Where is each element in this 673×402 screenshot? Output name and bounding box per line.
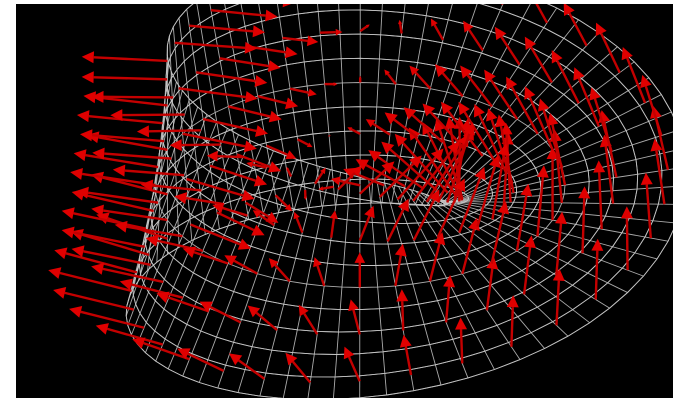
- arrow-shaft: [182, 145, 221, 146]
- page: {} html, body { margin: 0; padding: 0; b…: [0, 0, 673, 402]
- arrow-shaft: [400, 24, 402, 34]
- arrow-shaft: [122, 115, 184, 116]
- arrow-shaft: [493, 0, 503, 4]
- arrow-shaft: [240, 0, 283, 1]
- arrow-head: [527, 0, 538, 1]
- page-body: (() => { const data = JSON.parse(documen…: [0, 0, 673, 402]
- arrow-shaft: [218, 156, 243, 157]
- arrow-shaft: [402, 301, 403, 330]
- arrow-shaft: [596, 251, 598, 300]
- render-view: [0, 0, 673, 402]
- arrow-shaft: [511, 307, 512, 347]
- arrow-shaft: [627, 218, 628, 270]
- arrow-shaft: [461, 329, 462, 363]
- arrow-shaft: [149, 130, 201, 131]
- arrow-shaft: [103, 97, 173, 98]
